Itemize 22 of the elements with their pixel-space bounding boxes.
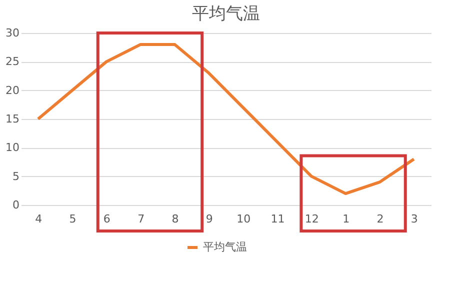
legend-label: 平均气温 <box>203 240 247 254</box>
y-tick-label: 25 <box>6 55 20 68</box>
x-tick-label: 8 <box>172 212 179 226</box>
x-tick-label: 9 <box>206 212 213 226</box>
x-tick-label: 4 <box>35 212 42 226</box>
y-tick-label: 20 <box>6 84 20 97</box>
x-tick-label: 10 <box>236 212 251 226</box>
x-tick-label: 7 <box>138 212 145 226</box>
x-tick-label: 2 <box>376 212 384 226</box>
y-tick-label: 10 <box>6 141 20 154</box>
y-tick-label: 30 <box>6 26 20 40</box>
x-tick-label: 5 <box>69 212 76 226</box>
chart-title: 平均气温 <box>192 4 260 24</box>
x-tick-label: 6 <box>103 212 110 226</box>
x-tick-label: 1 <box>342 212 350 226</box>
x-tick-label: 11 <box>270 212 285 226</box>
y-tick-label: 0 <box>12 198 20 212</box>
x-tick-label: 12 <box>304 212 319 226</box>
y-tick-label: 15 <box>6 112 20 126</box>
x-tick-label: 3 <box>410 212 418 226</box>
y-tick-label: 5 <box>12 170 20 183</box>
line-series <box>36 42 416 196</box>
